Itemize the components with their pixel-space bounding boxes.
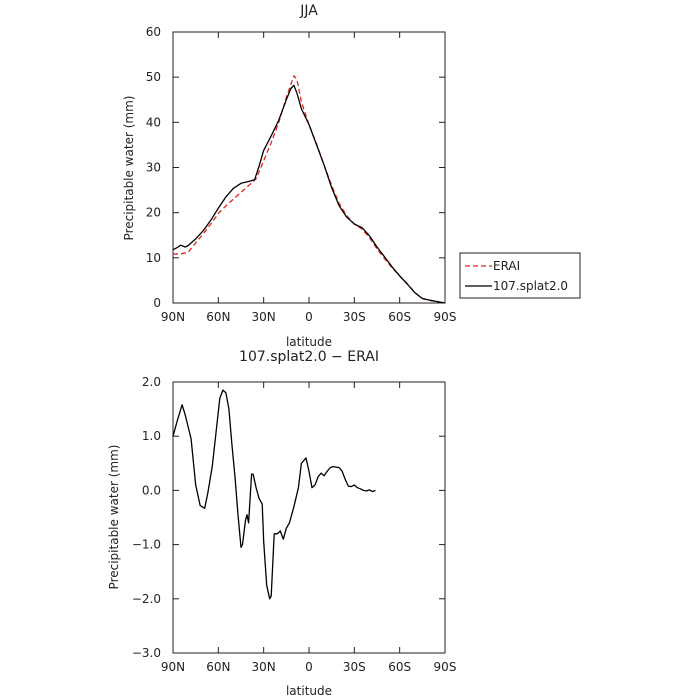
y-tick-label: −3.0 [132, 646, 161, 660]
panel-bottom: 107.splat2.0 − ERAI 90N 60N 30N 0 30S 60S 90S … [107, 349, 456, 698]
legend-label-splat: 107.splat2.0 [493, 279, 568, 293]
x-tick-label: 30S [343, 660, 366, 674]
y-tick-label: 0 [153, 296, 161, 310]
x-tick-label: 60S [388, 310, 411, 324]
x-tick-label: 30N [252, 660, 276, 674]
x-tick-label: 0 [305, 310, 313, 324]
y-tick-label: 50 [146, 70, 161, 84]
series-line-1 [172, 84, 446, 304]
legend-box [459, 252, 581, 299]
y-tick-label: 20 [146, 206, 161, 220]
series-line-0 [172, 389, 376, 600]
panel-top: JJA 90N 60N 30N 0 30S 60S 90S 0 10 20 30 40 50 60 la… [122, 3, 456, 349]
panel-bottom-title: 107.splat2.0 − ERAI [239, 349, 379, 365]
panel-bottom-series [172, 389, 376, 600]
y-tick-label: 40 [146, 115, 161, 129]
panel-top-yticks: 0 10 20 30 40 50 60 [146, 25, 445, 310]
y-tick-label: 2.0 [142, 375, 161, 389]
panel-top-ylabel: Precipitable water (mm) [122, 96, 136, 241]
panel-bottom-xlabel: latitude [286, 684, 332, 698]
y-tick-label: −2.0 [132, 592, 161, 606]
panel-bottom-yticks: −3.0 −2.0 −1.0 0.0 1.0 2.0 [132, 375, 445, 660]
x-tick-label: 30S [343, 310, 366, 324]
x-tick-label: 90S [434, 310, 457, 324]
x-tick-label: 60S [388, 660, 411, 674]
panel-top-title: JJA [299, 3, 318, 19]
x-tick-label: 30N [252, 310, 276, 324]
x-tick-label: 60N [206, 660, 230, 674]
y-tick-label: 10 [146, 251, 161, 265]
series-line-0 [172, 75, 446, 304]
panel-bottom-xticks: 90N 60N 30N 0 30S 60S 90S [161, 382, 457, 674]
y-tick-label: 1.0 [142, 429, 161, 443]
y-tick-label: −1.0 [132, 538, 161, 552]
y-tick-label: 0.0 [142, 483, 161, 497]
x-tick-label: 0 [305, 660, 313, 674]
panel-bottom-frame [172, 381, 446, 654]
panel-top-xticks: 90N 60N 30N 0 30S 60S 90S [161, 32, 457, 324]
legend-label-erai: ERAI [493, 259, 520, 273]
panel-top-xlabel: latitude [286, 335, 332, 349]
x-tick-label: 90S [434, 660, 457, 674]
y-tick-label: 30 [146, 161, 161, 175]
panel-top-frame [172, 31, 446, 304]
panel-top-series [172, 75, 446, 304]
x-tick-label: 90N [161, 310, 185, 324]
x-tick-label: 90N [161, 660, 185, 674]
panel-bottom-ylabel: Precipitable water (mm) [107, 445, 121, 590]
legend: ERAI 107.splat2.0 [459, 252, 581, 299]
x-tick-label: 60N [206, 310, 230, 324]
y-tick-label: 60 [146, 25, 161, 39]
